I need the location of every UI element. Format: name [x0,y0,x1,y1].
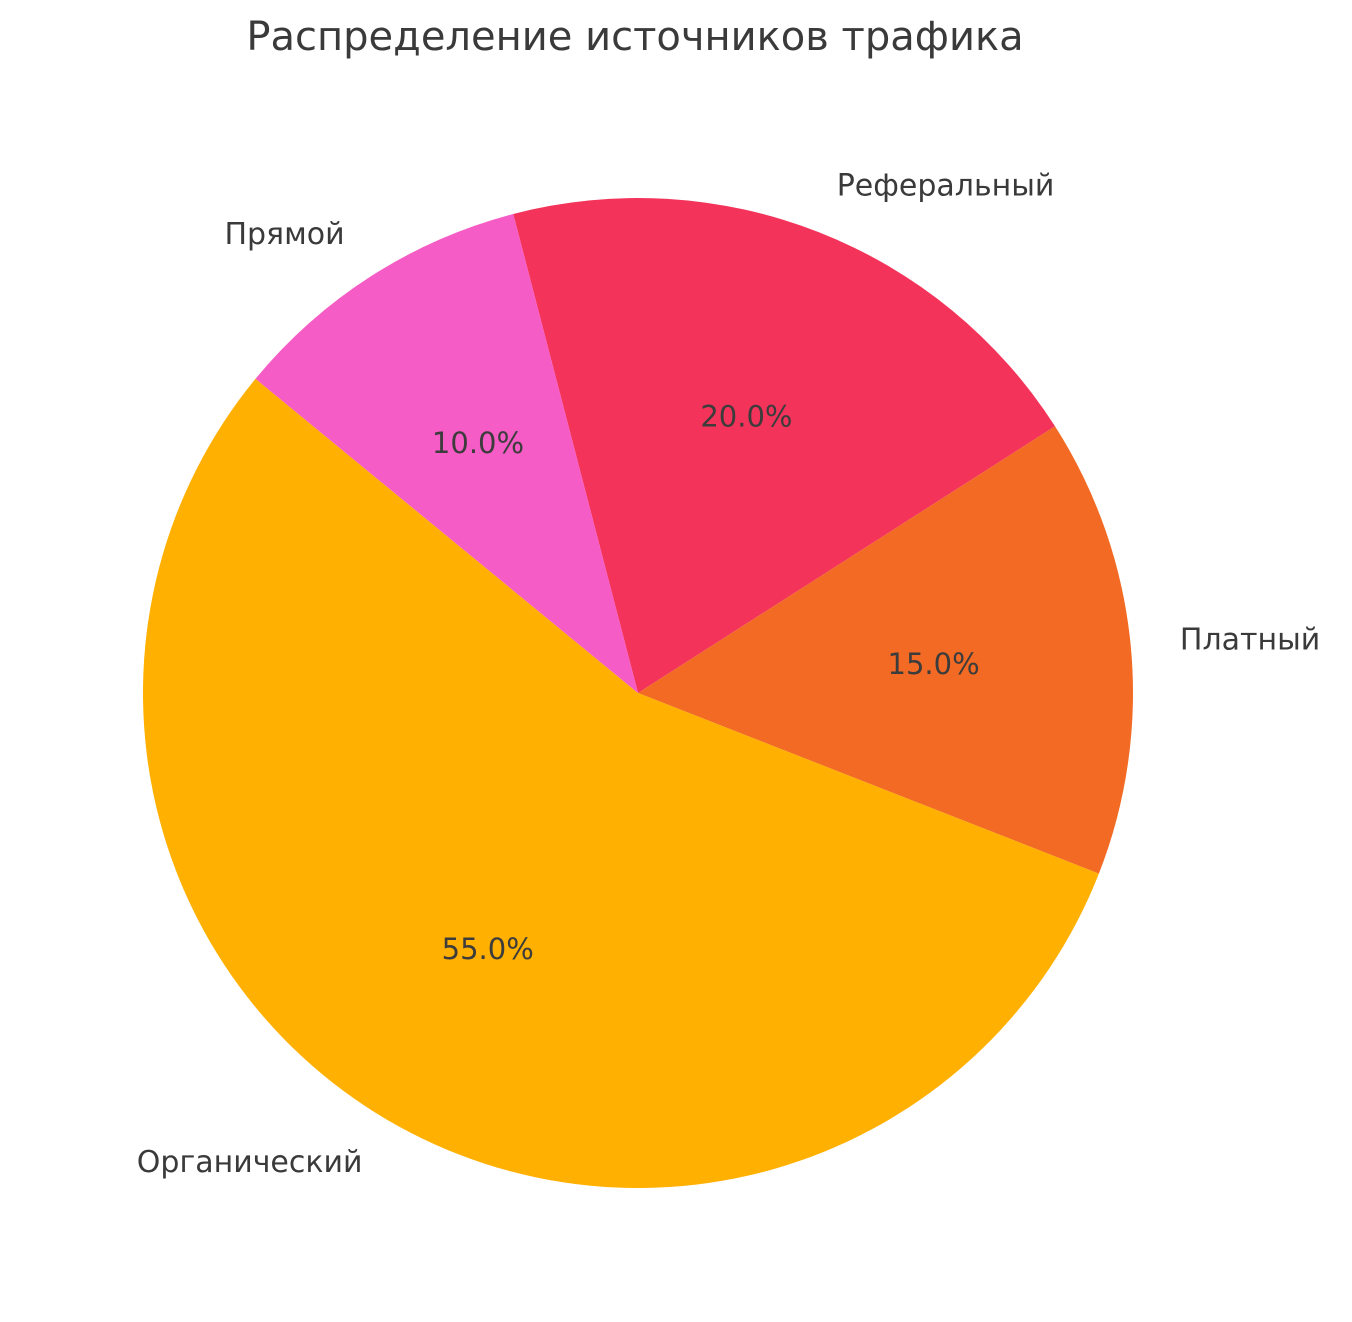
pie-slice-2 [142,378,1099,1189]
slice-label-3: Прямой [224,217,344,252]
slice-pct-2: 55.0% [442,932,534,966]
slice-pct-1: 15.0% [888,647,980,681]
pie-slice-0 [513,197,1056,693]
pie-slice-1 [638,426,1133,874]
slice-pct-3: 10.0% [432,426,524,460]
slice-label-0: Реферальный [837,169,1055,204]
chart-title: Распределение источников трафика [246,14,1024,60]
slice-label-2: Органический [137,1145,363,1180]
slice-label-1: Платный [1180,622,1320,657]
slice-pct-0: 20.0% [700,400,792,434]
pie-slice-3 [255,213,638,694]
